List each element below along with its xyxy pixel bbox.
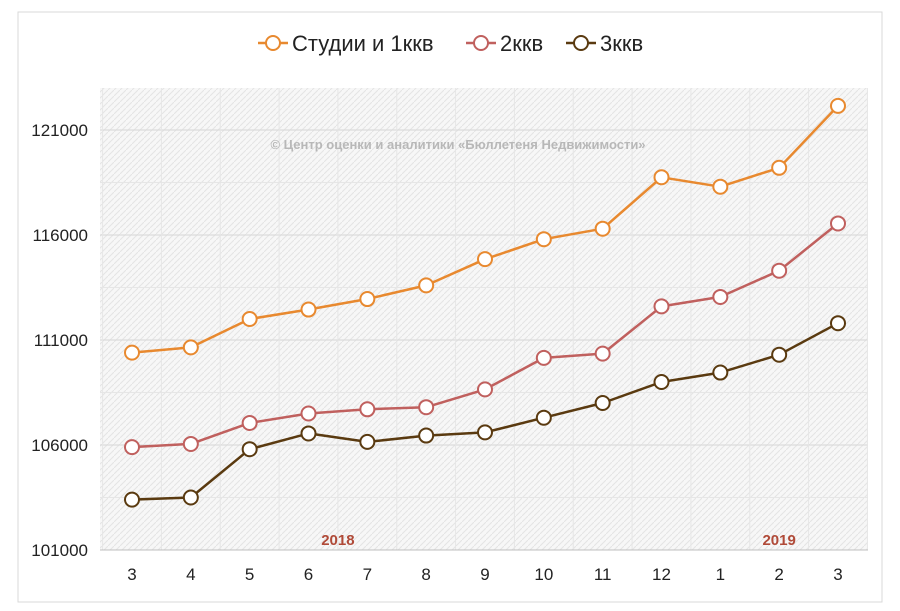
x-tick-label: 3: [833, 565, 842, 584]
x-tick-label: 5: [245, 565, 254, 584]
data-point: [653, 298, 670, 315]
x-tick-label: 3: [127, 565, 136, 584]
data-point: [124, 439, 140, 456]
data-point: [241, 311, 258, 327]
legend-marker: [473, 35, 489, 51]
x-tick-label: 10: [534, 565, 553, 584]
data-point: [535, 409, 552, 426]
legend-item: 3ккв: [566, 31, 643, 56]
data-point: [241, 441, 258, 458]
data-point: [359, 291, 376, 308]
data-point: [418, 399, 435, 416]
data-point: [771, 159, 788, 176]
data-point: [830, 215, 846, 232]
data-point: [830, 315, 846, 332]
data-point: [712, 364, 729, 381]
data-point: [771, 346, 788, 363]
plot-area: [100, 88, 868, 550]
series-lines: [124, 97, 846, 508]
grid: [100, 88, 868, 551]
x-tick-label: 12: [652, 565, 671, 584]
x-tick-label: 7: [363, 565, 372, 584]
data-point: [418, 427, 435, 444]
data-point: [300, 405, 317, 422]
data-point: [477, 424, 493, 441]
data-point: [182, 489, 199, 506]
data-point: [182, 339, 199, 356]
year-label: 2019: [762, 532, 795, 549]
year-labels: 2018 2019: [321, 532, 796, 549]
data-point: [124, 491, 140, 508]
y-tick-label: 121000: [31, 121, 88, 140]
legend-marker: [573, 35, 589, 51]
data-point: [182, 435, 199, 452]
data-point: [653, 374, 670, 390]
x-tick-label: 9: [480, 565, 489, 584]
x-tick-label: 6: [304, 565, 313, 584]
data-point: [359, 401, 376, 418]
data-point: [418, 277, 435, 294]
y-tick-label: 116000: [33, 226, 88, 245]
x-tick-label: 11: [594, 565, 612, 584]
series-3: [124, 315, 846, 508]
data-point: [830, 97, 846, 114]
data-point: [124, 344, 140, 361]
data-point: [535, 349, 552, 366]
data-point: [712, 288, 729, 305]
data-point: [241, 414, 258, 431]
legend: Студии и 1ккв 2ккв 3ккв: [258, 31, 643, 56]
data-point: [594, 220, 611, 237]
data-point: [594, 395, 611, 411]
data-point: [653, 169, 670, 186]
legend-label: 3ккв: [600, 31, 643, 56]
data-point: [477, 381, 493, 398]
legend-label: 2ккв: [500, 31, 543, 56]
year-label: 2018: [321, 532, 354, 549]
data-point: [712, 178, 729, 195]
data-point: [594, 345, 611, 362]
data-point: [359, 433, 376, 450]
data-point: [300, 425, 317, 442]
watermark-text: © Центр оценки и аналитики «Бюллетеня Не…: [270, 137, 645, 152]
x-tick-label: 1: [716, 565, 725, 584]
legend-label: Студии и 1ккв: [292, 31, 434, 56]
legend-item: Студии и 1ккв: [258, 31, 434, 56]
y-tick-label: 101000: [31, 541, 88, 560]
x-tick-label: 2: [774, 565, 783, 584]
data-point: [771, 262, 788, 279]
y-axis: 101000 106000 111000 116000 121000: [31, 121, 88, 560]
legend-marker: [265, 35, 281, 51]
x-tick-label: 4: [186, 565, 195, 584]
series-2: [124, 215, 846, 456]
data-point: [300, 301, 317, 318]
legend-item: 2ккв: [466, 31, 543, 56]
data-point: [535, 231, 552, 248]
y-tick-label: 106000: [31, 436, 88, 455]
x-tick-label: 8: [421, 565, 430, 584]
x-axis: 3 4 5 6 7 8 9 10 11 12 1 2 3: [127, 565, 842, 584]
series-1: [124, 97, 846, 361]
y-tick-label: 111000: [34, 331, 88, 350]
data-point: [477, 251, 493, 268]
